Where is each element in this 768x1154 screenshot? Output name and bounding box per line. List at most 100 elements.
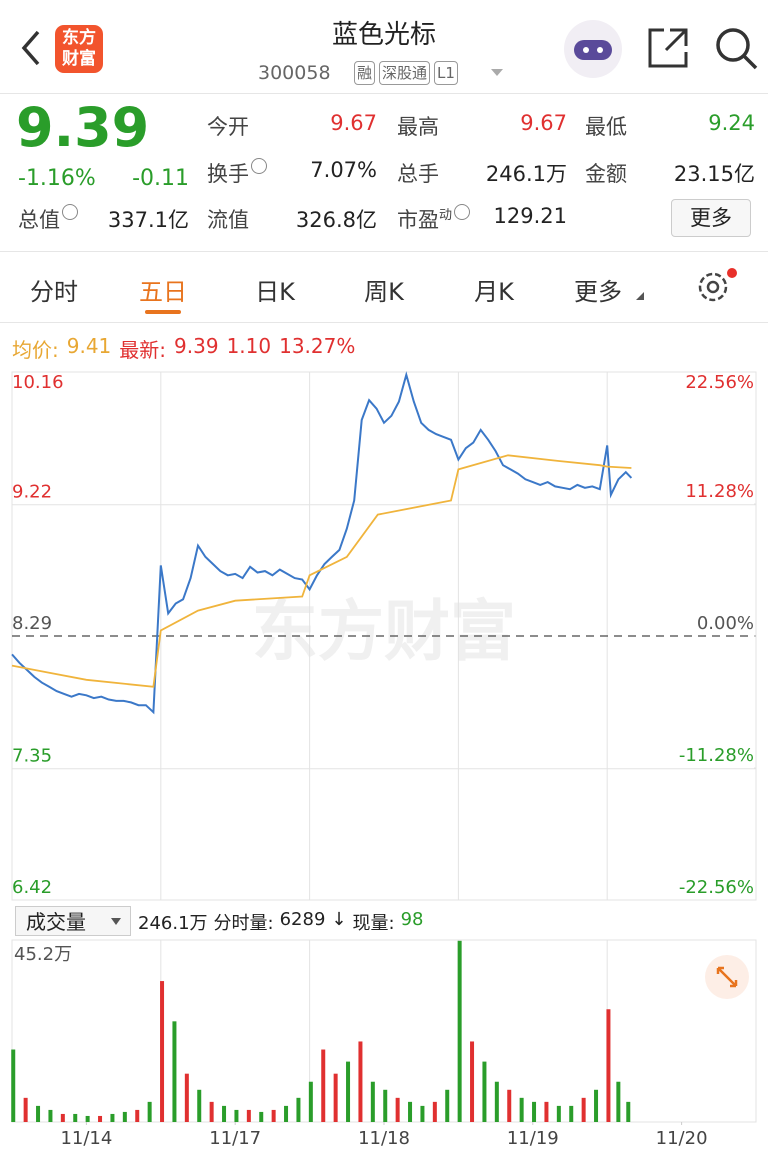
logo: [55, 25, 103, 73]
info-icon: [251, 158, 267, 174]
volume-bar: [160, 981, 165, 1122]
field-label: 总值: [18, 204, 78, 234]
field-value: 9.67: [520, 111, 567, 135]
label-text: 市盈: [397, 208, 439, 232]
volume-bar: [556, 1105, 561, 1122]
total-volume: 246.1万: [138, 913, 208, 934]
y2-tick-label: 11.28%: [685, 481, 754, 502]
label-text: 流值: [207, 208, 249, 232]
volume-bar: [358, 1041, 363, 1122]
label-text: 金额: [585, 162, 627, 186]
volume-bar: [532, 1101, 537, 1122]
volume-bar: [544, 1101, 549, 1122]
volume-bar: [85, 1115, 90, 1122]
current-value: 98: [400, 909, 424, 930]
y-tick-label: 6.42: [12, 877, 52, 898]
expand-button[interactable]: [705, 955, 749, 999]
y-tick-label: 45.2万: [14, 944, 72, 965]
selector-arrow: [111, 918, 121, 925]
divider: [0, 93, 768, 94]
search-icon[interactable]: [714, 26, 760, 72]
minute-value: 6289: [279, 909, 326, 930]
x-tick-label: 11/18: [358, 1128, 410, 1149]
tab[interactable]: 月K: [474, 278, 514, 306]
volume-bar: [432, 1101, 437, 1122]
arrow: ↓: [331, 909, 347, 930]
volume-bar: [259, 1111, 264, 1122]
volume-bar: [284, 1105, 289, 1122]
label-text: 总值: [18, 208, 60, 232]
volume-bar: [370, 1081, 375, 1122]
field-value: 326.8亿: [295, 208, 377, 232]
badges: 融深股通 L1: [354, 61, 458, 85]
info-icon: [454, 204, 471, 220]
more-button[interactable]: 更多: [671, 199, 751, 237]
y-tick-label: 10.16: [12, 372, 64, 393]
x-tick-label: 11/19: [507, 1128, 559, 1149]
volume-bar: [184, 1073, 189, 1122]
field-label: 市盈动: [397, 204, 471, 234]
tab[interactable]: 周K: [364, 278, 404, 306]
volume-bar: [494, 1081, 499, 1122]
price: 9.39: [16, 96, 150, 159]
stock-code: 300058: [258, 62, 331, 84]
volume-bar: [507, 1089, 512, 1122]
field-value: 23.15亿: [673, 162, 755, 186]
series-line: [11, 454, 632, 688]
volume-bar: [408, 1101, 413, 1122]
volume-bar: [470, 1041, 475, 1122]
watermark: 东方财富: [252, 593, 516, 670]
field-label: 最高: [397, 111, 439, 141]
logo-text: 东方财富: [62, 28, 96, 69]
more-arrow: [636, 292, 644, 300]
tab[interactable]: 分时: [30, 278, 78, 306]
tab[interactable]: 更多: [574, 278, 622, 306]
tab[interactable]: 五日: [139, 278, 187, 306]
back-button[interactable]: [16, 28, 46, 68]
legend-label: 均价:: [12, 338, 59, 362]
y-tick-label: 8.29: [12, 613, 52, 634]
field-label: 今开: [207, 111, 249, 141]
badge: L1: [434, 61, 458, 85]
share-icon[interactable]: [646, 26, 690, 70]
volume-bar: [209, 1101, 214, 1122]
volume-bar: [197, 1089, 202, 1122]
volume-selector[interactable]: 成交量: [15, 906, 131, 936]
volume-bar: [234, 1109, 239, 1122]
change: -0.11: [132, 166, 189, 191]
badge: 融: [354, 61, 376, 85]
y2-tick-label: -22.56%: [679, 877, 754, 898]
volume-bar: [420, 1105, 425, 1122]
divider: [0, 251, 768, 252]
label-text: 换手: [207, 162, 249, 186]
volume-bar: [346, 1061, 351, 1122]
volume-bar: [73, 1113, 78, 1122]
avatar[interactable]: [562, 18, 624, 80]
volume-bar: [445, 1089, 450, 1122]
badge: 深股通: [379, 61, 431, 85]
tab[interactable]: 日K: [255, 278, 295, 306]
field-label: 换手: [207, 158, 267, 188]
y-tick-label: 9.22: [12, 482, 52, 503]
volume-bar: [606, 1009, 611, 1122]
volume-bar: [321, 1049, 326, 1122]
volume-bar: [395, 1097, 400, 1122]
legend-label: 最新:: [119, 338, 167, 362]
volume-bar: [594, 1089, 599, 1122]
settings-icon[interactable]: [694, 266, 738, 306]
minute-label: 分时量:: [213, 913, 274, 934]
field-value: 246.1万: [485, 162, 567, 186]
volume-bar: [222, 1105, 227, 1122]
volume-bar: [519, 1097, 524, 1122]
series-line: [11, 371, 633, 715]
volume-bar: [626, 1101, 631, 1122]
stock-title: 蓝色光标: [331, 20, 436, 50]
volume-bar: [23, 1097, 28, 1122]
x-tick-label: 11/14: [60, 1128, 112, 1149]
dropdown-icon[interactable]: [490, 68, 504, 78]
expand-icon: [716, 966, 738, 988]
volume-bar: [60, 1113, 65, 1122]
info-icon: [62, 204, 78, 220]
field-value: 9.24: [708, 111, 755, 135]
volume-bar: [296, 1097, 301, 1122]
